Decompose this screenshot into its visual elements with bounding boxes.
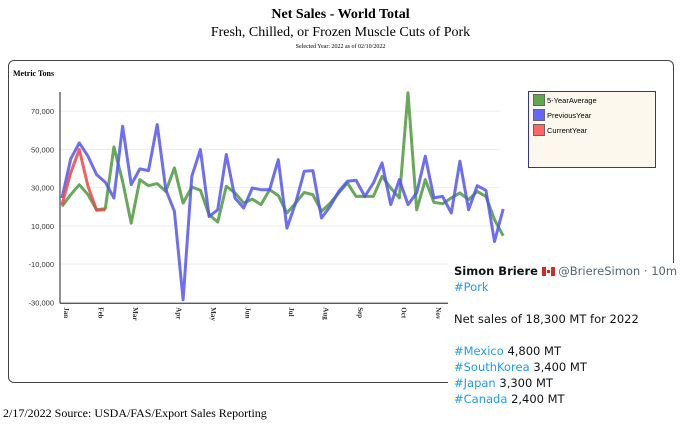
y-tick-label: -30,000 — [29, 298, 54, 307]
selected-year-note: Selected Year: 2022 as of 02/10/2022 — [295, 44, 386, 50]
item-value: 3,300 MT — [499, 376, 553, 390]
y-tick-label: 10,000 — [31, 222, 54, 231]
x-tick-label: Jun — [244, 307, 252, 318]
legend-label: PreviousYear — [547, 110, 592, 120]
legend: 5-YearAverage PreviousYear CurrentYear — [528, 91, 656, 168]
legend-label: 5-YearAverage — [547, 95, 597, 105]
hashtag-pork[interactable]: #Pork — [454, 280, 489, 294]
legend-item-current: CurrentYear — [533, 123, 655, 137]
tweet-item: #SouthKorea 3,400 MT — [454, 359, 680, 375]
tweet-item: #Mexico 4,800 MT — [454, 343, 680, 359]
x-tick-label: Apr — [174, 307, 182, 319]
series-line-previousyear — [60, 123, 505, 302]
tweet-item: #Japan 3,300 MT — [454, 375, 680, 391]
source-footer: 2/17/2022 Source: USDA/FAS/Export Sales … — [3, 406, 267, 420]
x-tick-label: Jan — [62, 307, 70, 318]
y-tick-label: 30,000 — [31, 184, 54, 193]
tweet-author[interactable]: Simon Briere — [454, 264, 538, 278]
legend-item-previous: PreviousYear — [533, 108, 655, 122]
x-tick-label: Jul — [287, 307, 295, 316]
hashtag[interactable]: #Japan — [454, 376, 496, 390]
legend-swatch — [533, 124, 545, 136]
tweet-text: Net sales of 18,300 MT for 2022 — [454, 312, 639, 326]
y-tick-label: 50,000 — [31, 145, 54, 154]
canada-flag-icon — [541, 267, 555, 276]
x-tick-label: May — [209, 307, 217, 321]
chart-frame — [8, 60, 674, 383]
series-line-currentyear — [60, 148, 106, 212]
hashtag[interactable]: #Mexico — [454, 344, 504, 358]
x-tick-label: Feb — [97, 307, 105, 318]
hashtag[interactable]: #Canada — [454, 392, 508, 406]
chart-subtitle: Fresh, Chilled, or Frozen Muscle Cuts of… — [210, 25, 471, 40]
item-value: 2,400 MT — [511, 392, 565, 406]
tweet-overlay: Simon Briere @BriereSimon · 10m #Pork Ne… — [448, 263, 680, 413]
y-axis-label: Metric Tons — [13, 69, 55, 78]
legend-swatch — [533, 94, 545, 106]
x-tick-label: Nov — [434, 307, 442, 320]
tweet-header: Simon Briere @BriereSimon · 10m — [454, 263, 680, 279]
y-tick-label: 70,000 — [31, 107, 54, 116]
legend-item-5yr: 5-YearAverage — [533, 93, 655, 107]
tweet-item: #Canada 2,400 MT — [454, 391, 680, 407]
hashtag[interactable]: #SouthKorea — [454, 360, 530, 374]
x-tick-label: Aug — [322, 307, 330, 320]
chart-title: Net Sales - World Total — [271, 7, 410, 22]
y-tick-label: -10,000 — [29, 260, 54, 269]
item-value: 4,800 MT — [507, 344, 561, 358]
x-tick-label: Mar — [131, 307, 139, 320]
item-value: 3,400 MT — [533, 360, 587, 374]
x-tick-label: Oct — [399, 307, 407, 319]
x-tick-label: Sep — [356, 307, 364, 318]
tweet-time: · 10m — [643, 264, 678, 278]
tweet-handle[interactable]: @BriereSimon — [558, 264, 641, 278]
legend-label: CurrentYear — [547, 125, 588, 135]
legend-swatch — [533, 109, 545, 121]
